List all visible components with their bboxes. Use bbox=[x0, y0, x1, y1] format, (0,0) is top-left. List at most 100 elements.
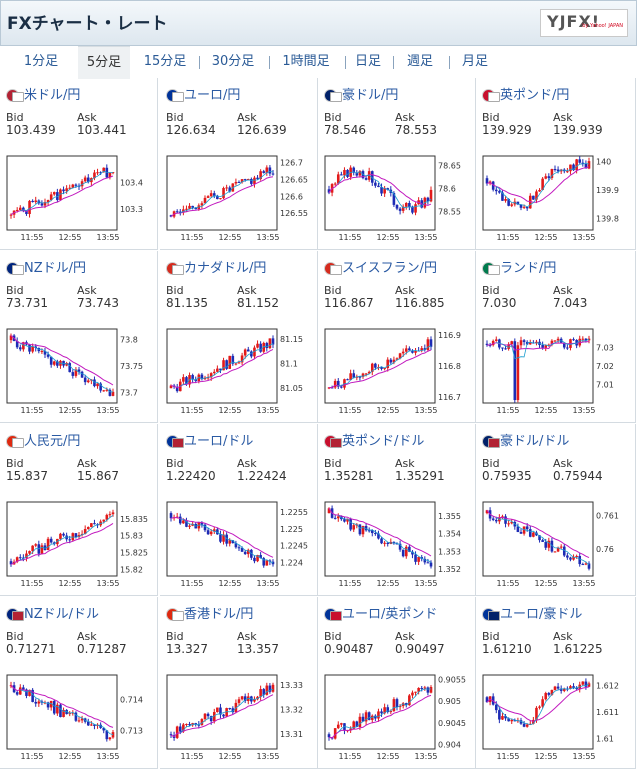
rate-card[interactable]: 英ポンド/ドル Bid Ask 1.35281 1.35291 1.355 1.354 1.3… bbox=[318, 424, 476, 596]
pair-title[interactable]: NZドル/ドル bbox=[6, 603, 99, 623]
price-chart[interactable]: 7.03 7.02 7.01 11:55 12:55 13:55 bbox=[481, 326, 631, 416]
candle-body bbox=[86, 177, 90, 183]
rate-card[interactable]: ユーロ/円 Bid Ask 126.634 126.639 126.7 126.65 126.… bbox=[160, 78, 318, 250]
pair-title[interactable]: ランド/円 bbox=[482, 257, 556, 277]
pair-title[interactable]: 英ポンド/ドル bbox=[324, 430, 424, 450]
pair-title[interactable]: 英ポンド/円 bbox=[482, 84, 569, 104]
pair-title[interactable]: カナダドル/円 bbox=[166, 257, 266, 277]
rate-card[interactable]: NZドル/ドル Bid Ask 0.71271 0.71287 0.714 0.713 11:… bbox=[0, 597, 158, 769]
rate-card[interactable]: ランド/円 Bid Ask 7.030 7.043 7.03 7.02 7.01 11:55 12… bbox=[476, 251, 636, 423]
y-tick-label: 78.65 bbox=[438, 161, 461, 170]
tab-1[interactable]: 5分足 bbox=[78, 46, 130, 79]
x-tick-label: 13:55 bbox=[414, 233, 437, 242]
rate-card[interactable]: 豪ドル/ドル Bid Ask 0.75935 0.75944 0.761 0.76 11:55… bbox=[476, 424, 636, 596]
rate-card[interactable]: ユーロ/豪ドル Bid Ask 1.61210 1.61225 1.612 1.611 1.6… bbox=[476, 597, 636, 769]
candle-body bbox=[504, 198, 507, 201]
pair-title[interactable]: スイスフラン/円 bbox=[324, 257, 437, 277]
candle-body bbox=[102, 167, 106, 173]
price-chart[interactable]: 73.8 73.75 73.7 11:55 12:55 13:55 bbox=[5, 326, 155, 416]
price-chart[interactable]: 1.2255 1.225 1.2245 1.224 11:55 12:55 13:55 bbox=[165, 499, 315, 589]
candle-body bbox=[271, 173, 275, 175]
header-bar: FXチャート・レート YJFX! by Yahoo! JAPAN bbox=[0, 0, 637, 46]
flag-icon bbox=[324, 89, 342, 102]
rate-card[interactable]: 人民元/円 Bid Ask 15.837 15.867 15.835 15.83 15.825… bbox=[0, 424, 158, 596]
price-chart[interactable]: 78.65 78.6 78.55 11:55 12:55 13:55 bbox=[323, 153, 473, 243]
pair-title[interactable]: 豪ドル/円 bbox=[324, 84, 398, 104]
rate-card[interactable]: ユーロ/英ポンド Bid Ask 0.90487 0.90497 0.9055 0.905 0… bbox=[318, 597, 476, 769]
price-chart[interactable]: 103.4 103.3 11:55 12:55 13:55 bbox=[5, 153, 155, 243]
candle-body bbox=[262, 171, 266, 173]
x-tick-label: 13:55 bbox=[572, 752, 595, 761]
pair-title[interactable]: ユーロ/豪ドル bbox=[482, 603, 582, 623]
rate-card[interactable]: ユーロ/ドル Bid Ask 1.22420 1.22424 1.2255 1.225 1.2… bbox=[160, 424, 318, 596]
candle-body bbox=[34, 701, 38, 704]
flag-icon bbox=[482, 262, 500, 275]
price-chart[interactable]: 0.761 0.76 11:55 12:55 13:55 bbox=[481, 499, 631, 589]
pair-name: ユーロ/円 bbox=[184, 88, 241, 103]
page-title: FXチャート・レート bbox=[7, 14, 168, 34]
candle-body bbox=[209, 193, 213, 197]
candle-body bbox=[188, 724, 191, 726]
ask-label: Ask bbox=[553, 284, 573, 297]
pair-title[interactable]: NZドル/円 bbox=[6, 257, 86, 277]
candle-body bbox=[86, 527, 90, 529]
candle-body bbox=[367, 371, 371, 374]
moving-average-long bbox=[486, 166, 590, 203]
tab-6[interactable]: 週足 bbox=[394, 46, 450, 78]
tab-3[interactable]: 30分足 bbox=[200, 46, 270, 78]
ask-label: Ask bbox=[237, 284, 257, 297]
candle-body bbox=[225, 360, 228, 369]
price-chart[interactable]: 1.355 1.354 1.353 1.352 11:55 12:55 13:55 bbox=[323, 499, 473, 589]
tab-5[interactable]: 日足 bbox=[346, 46, 394, 78]
pair-title[interactable]: 人民元/円 bbox=[6, 430, 80, 450]
candle-body bbox=[522, 340, 526, 342]
candle-body bbox=[364, 712, 368, 722]
x-tick-label: 13:55 bbox=[256, 579, 279, 588]
pair-title[interactable]: 香港ドル/円 bbox=[166, 603, 253, 623]
price-chart[interactable]: 0.714 0.713 11:55 12:55 13:55 bbox=[5, 672, 155, 762]
tab-2[interactable]: 15分足 bbox=[134, 46, 200, 78]
tab-7[interactable]: 月足 bbox=[450, 46, 500, 78]
candle-body bbox=[99, 383, 102, 391]
candle-body bbox=[519, 340, 523, 346]
pair-title[interactable]: ユーロ/ドル bbox=[166, 430, 253, 450]
rate-card[interactable]: NZドル/円 Bid Ask 73.731 73.743 73.8 73.75 73.7 11:… bbox=[0, 251, 158, 423]
candle-body bbox=[62, 533, 65, 536]
rate-card[interactable]: 豪ドル/円 Bid Ask 78.546 78.553 78.65 78.6 78.55 11:… bbox=[318, 78, 476, 250]
rate-card[interactable]: スイスフラン/円 Bid Ask 116.867 116.885 116.9 116.8 11… bbox=[318, 251, 476, 423]
pair-title[interactable]: 米ドル/円 bbox=[6, 84, 80, 104]
candle-body bbox=[408, 203, 411, 207]
moving-average-long bbox=[328, 174, 432, 206]
ask-value: 81.152 bbox=[237, 296, 279, 310]
pair-title[interactable]: ユーロ/円 bbox=[166, 84, 240, 104]
candle-body bbox=[386, 359, 390, 369]
price-chart[interactable]: 116.9 116.8 116.7 11:55 12:55 13:55 bbox=[323, 326, 473, 416]
price-chart[interactable]: 15.835 15.83 15.825 15.82 11:55 12:55 13:55 bbox=[5, 499, 155, 589]
candle-body bbox=[544, 345, 548, 348]
tab-0[interactable]: 1分足 bbox=[6, 46, 76, 78]
yjfx-logo[interactable]: YJFX! by Yahoo! JAPAN bbox=[540, 9, 628, 37]
rate-card[interactable]: 米ドル/円 Bid Ask 103.439 103.441 103.4 103.3 11:55… bbox=[0, 78, 158, 250]
candle-body bbox=[52, 192, 56, 195]
price-chart[interactable]: 140 139.9 139.8 11:55 12:55 13:55 bbox=[481, 153, 631, 243]
price-chart[interactable]: 81.15 81.1 81.05 11:55 12:55 13:55 bbox=[165, 326, 315, 416]
rate-card[interactable]: 香港ドル/円 Bid Ask 13.327 13.357 13.33 13.32 13.31 1… bbox=[160, 597, 318, 769]
candle-body bbox=[268, 338, 272, 349]
candle-body bbox=[68, 363, 72, 373]
price-chart[interactable]: 126.7 126.65 126.6 126.55 11:55 12:55 13:55 bbox=[165, 153, 315, 243]
price-chart[interactable]: 0.9055 0.905 0.9045 0.904 11:55 12:55 13:55 bbox=[323, 672, 473, 762]
price-chart[interactable]: 13.33 13.32 13.31 11:55 12:55 13:55 bbox=[165, 672, 315, 762]
tab-4[interactable]: 1時間足 bbox=[270, 46, 346, 78]
candle-body bbox=[404, 546, 408, 557]
rate-card[interactable]: カナダドル/円 Bid Ask 81.135 81.152 81.15 81.1 81.05 1… bbox=[160, 251, 318, 423]
bid-value: 103.439 bbox=[6, 123, 56, 137]
y-tick-label: 139.8 bbox=[596, 215, 619, 224]
candle-body bbox=[578, 338, 582, 346]
price-chart[interactable]: 1.612 1.611 1.61 11:55 12:55 13:55 bbox=[481, 672, 631, 762]
pair-title[interactable]: ユーロ/英ポンド bbox=[324, 603, 437, 623]
candle-body bbox=[395, 358, 399, 360]
rate-card[interactable]: 英ポンド/円 Bid Ask 139.929 139.939 140 139.9 139.8 1… bbox=[476, 78, 636, 250]
pair-title[interactable]: 豪ドル/ドル bbox=[482, 430, 569, 450]
candle-body bbox=[538, 190, 541, 192]
y-tick-label: 0.9045 bbox=[438, 719, 466, 728]
